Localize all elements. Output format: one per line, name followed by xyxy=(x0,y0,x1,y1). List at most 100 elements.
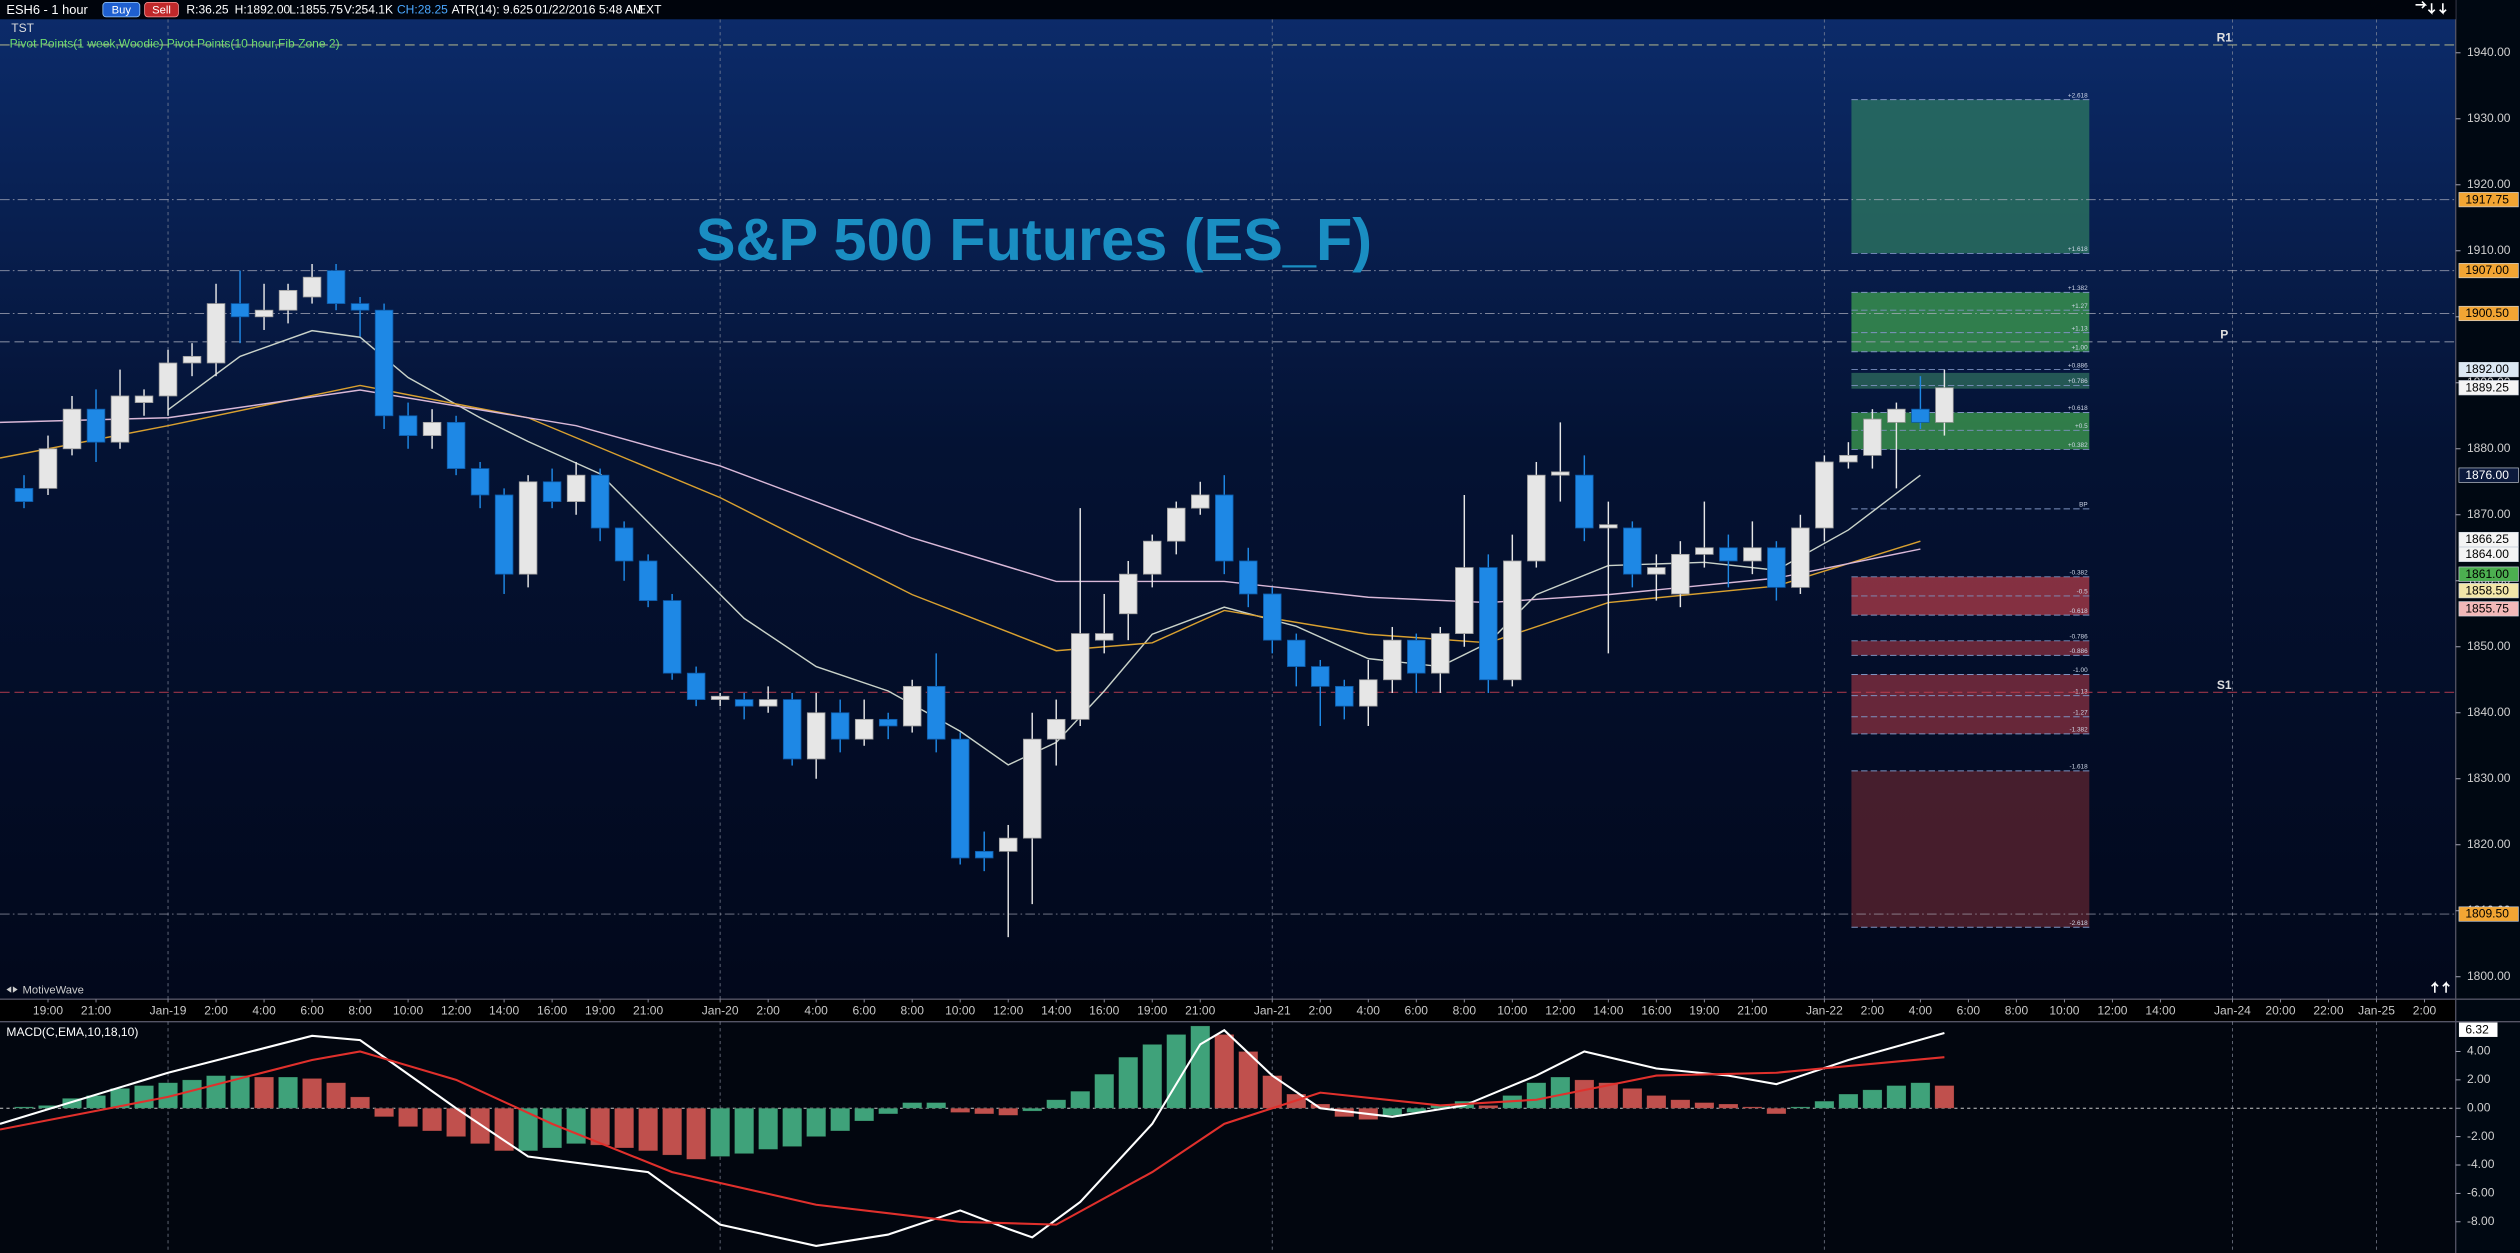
histogram-bar xyxy=(1790,1106,1811,1109)
x-tick-label: Jan-21 xyxy=(1254,1003,1291,1017)
histogram-bar xyxy=(1574,1079,1595,1109)
y-tick-label: 1910.00 xyxy=(2467,243,2511,257)
x-tick-label: 10:00 xyxy=(2049,1003,2079,1017)
x-tick-label: 12:00 xyxy=(1545,1003,1575,1017)
candle-body xyxy=(422,421,442,436)
pivot-label: P xyxy=(2220,328,2228,342)
candle-body xyxy=(1263,593,1282,641)
fib-label: -2.618 xyxy=(2070,920,2089,927)
y-tick-label: -6.00 xyxy=(2467,1186,2495,1200)
histogram-bar xyxy=(254,1076,275,1109)
x-tick-label: 4:00 xyxy=(252,1003,276,1017)
candle-body xyxy=(446,421,466,469)
brand-icon xyxy=(6,986,18,993)
x-tick-label: Jan-24 xyxy=(2214,1003,2251,1017)
x-tick-label: 21:00 xyxy=(633,1003,663,1017)
histogram-bar xyxy=(1046,1099,1067,1109)
candle-body xyxy=(638,560,658,601)
candle-body xyxy=(1503,560,1522,681)
candle-body xyxy=(1839,454,1858,463)
histogram-bar xyxy=(998,1107,1019,1116)
x-tick-label: 22:00 xyxy=(2313,1003,2343,1017)
candle-body xyxy=(1551,471,1570,476)
candle-body xyxy=(302,276,322,298)
fib-label: +0.618 xyxy=(2068,405,2088,412)
buy-label[interactable]: Buy xyxy=(112,4,132,16)
histogram-bar xyxy=(1382,1107,1403,1116)
fib-zone xyxy=(1851,770,2090,928)
candle-body xyxy=(1359,679,1378,707)
fib-label: -1.13 xyxy=(2073,688,2088,695)
x-tick-label: 14:00 xyxy=(489,1003,519,1017)
candle-body xyxy=(710,695,730,700)
candle-body xyxy=(590,474,610,529)
candle-body xyxy=(1599,524,1618,529)
candle-body xyxy=(782,699,802,760)
candle-body xyxy=(1191,494,1210,509)
candle-body xyxy=(254,309,274,318)
fib-label: +1.27 xyxy=(2071,303,2088,310)
y-tick-label: 1800.00 xyxy=(2467,969,2511,983)
price-flag-label: 1889.25 xyxy=(2465,380,2509,394)
candle-body xyxy=(230,303,250,318)
price-flag xyxy=(2458,192,2519,208)
x-tick-label: 19:00 xyxy=(1689,1003,1719,1017)
histogram-bar xyxy=(830,1107,851,1132)
candle-body xyxy=(1070,633,1090,720)
candle-body xyxy=(1743,547,1762,562)
fib-zone xyxy=(1851,99,2090,254)
low: L:1855.75 xyxy=(289,3,343,17)
fib-zone xyxy=(1851,412,2090,450)
candle-body xyxy=(1935,387,1954,423)
histogram-bar xyxy=(14,1106,34,1109)
candle-body xyxy=(134,395,154,403)
candle-body xyxy=(902,685,922,727)
candle-body xyxy=(86,408,106,443)
candle-body xyxy=(350,303,370,311)
x-tick-label: Jan-20 xyxy=(702,1003,739,1017)
candle-body xyxy=(1287,639,1306,667)
histogram-bar xyxy=(1526,1082,1547,1109)
y-tick-label: 1880.00 xyxy=(2467,441,2511,455)
x-tick-label: 8:00 xyxy=(2005,1003,2029,1017)
candle-body xyxy=(926,685,946,740)
price-flag xyxy=(2458,531,2519,548)
candle-body xyxy=(1695,547,1714,555)
histogram-bar xyxy=(902,1102,923,1109)
price-flag-label: 1864.00 xyxy=(2465,547,2509,561)
x-tick-label: 10:00 xyxy=(945,1003,975,1017)
x-tick-label: 4:00 xyxy=(1357,1003,1381,1017)
price-flag-label: 1907.00 xyxy=(2465,263,2509,277)
sell-button[interactable] xyxy=(144,2,179,18)
candle-body xyxy=(1815,461,1834,529)
x-tick-label: 2:00 xyxy=(756,1003,780,1017)
fib-zone xyxy=(1851,292,2090,352)
price-flag xyxy=(2458,263,2519,279)
histogram-bar xyxy=(1814,1100,1835,1109)
change: CH:28.25 xyxy=(397,3,448,17)
candle-body xyxy=(830,712,850,740)
buy-button[interactable] xyxy=(102,2,141,18)
histogram-bar xyxy=(1190,1025,1211,1109)
histogram-bar xyxy=(1142,1044,1163,1109)
histogram-bar xyxy=(1094,1073,1115,1109)
histogram-bar xyxy=(422,1107,443,1132)
candle-body xyxy=(1094,633,1114,641)
macd-line xyxy=(0,1050,1945,1226)
sell-label[interactable]: Sell xyxy=(152,4,171,16)
candle-body xyxy=(1335,685,1354,707)
y-tick-label: 1920.00 xyxy=(2467,177,2511,191)
price-flag-label: 1900.50 xyxy=(2465,306,2509,320)
fib-label: -0.5 xyxy=(2077,589,2088,596)
price-flag xyxy=(2458,906,2519,922)
scroll-icons[interactable] xyxy=(2431,981,2450,993)
candle-body xyxy=(518,481,538,575)
candle-body xyxy=(1575,474,1594,529)
x-tick-label: 8:00 xyxy=(900,1003,924,1017)
toolbar-icons[interactable] xyxy=(2415,1,2447,15)
histogram-bar xyxy=(926,1102,947,1109)
candle-body xyxy=(662,600,682,674)
price-flag-label: 1876.00 xyxy=(2465,468,2509,482)
x-tick-label: 2:00 xyxy=(1309,1003,1333,1017)
